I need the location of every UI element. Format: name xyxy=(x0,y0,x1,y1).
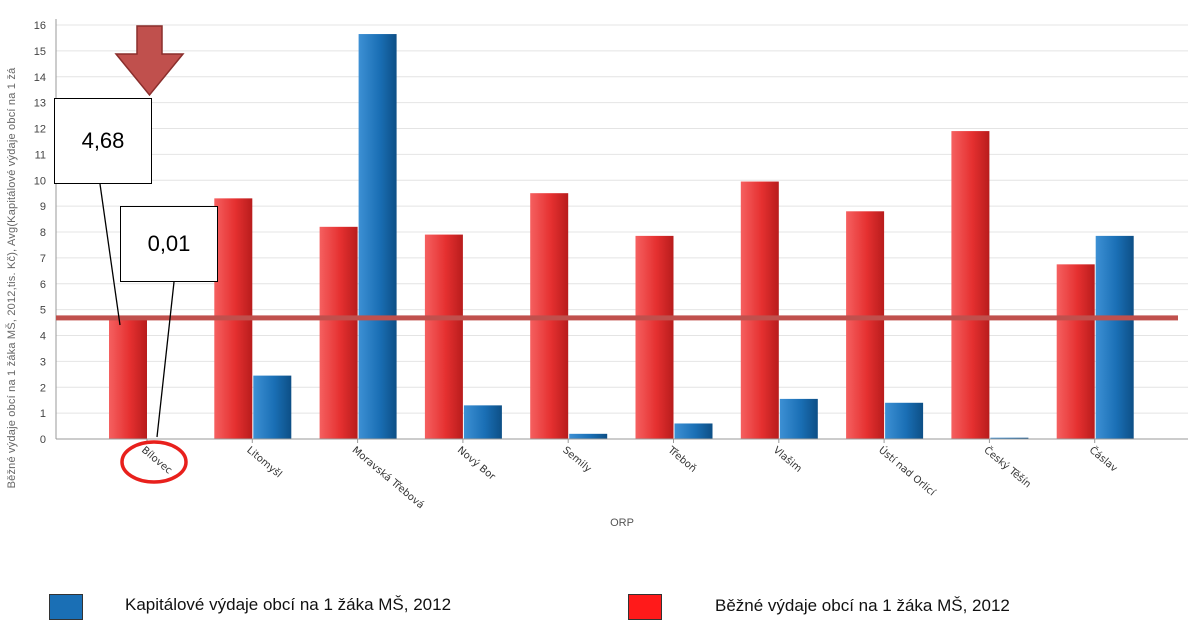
y-tick-label: 16 xyxy=(34,20,46,32)
x-tick-label: Ústí nad Orlicí xyxy=(876,443,939,499)
bar-running-expenses xyxy=(1056,264,1095,439)
y-tick-label: 13 xyxy=(34,98,46,110)
down-arrow-icon xyxy=(114,25,185,97)
bar-capital-expenses xyxy=(674,423,713,439)
x-tick-label: Vlašim xyxy=(771,444,804,475)
blue-callout-pointer xyxy=(156,281,175,438)
legend-swatch-blue xyxy=(49,594,83,620)
x-tick-label: Nový Bor xyxy=(455,444,498,483)
x-axis-title: ORP xyxy=(610,517,634,529)
y-tick-label: 14 xyxy=(34,72,46,84)
legend-item-red-label: Běžné výdaje obcí na 1 žáka MŠ, 2012 xyxy=(677,596,1010,616)
bar-running-expenses xyxy=(951,131,990,439)
y-tick-label: 10 xyxy=(34,175,46,187)
legend-item-red xyxy=(628,594,662,620)
y-tick-label: 2 xyxy=(40,382,46,394)
highlight-circle xyxy=(120,440,188,484)
red-callout-pointer xyxy=(99,183,121,326)
y-tick-label: 11 xyxy=(35,149,46,161)
y-tick-label: 3 xyxy=(40,356,46,368)
red-value-callout-text: 4,68 xyxy=(81,128,125,153)
legend-item-blue xyxy=(49,594,83,620)
blue-value-callout-text: 0,01 xyxy=(147,231,191,256)
legend-label-blue: Kapitálové výdaje obcí na 1 žáka MŠ, 201… xyxy=(125,595,452,614)
x-tick-label: Bílovec xyxy=(139,444,174,476)
bar-running-expenses xyxy=(846,211,885,439)
y-tick-label: 7 xyxy=(40,253,46,265)
y-tick-label: 15 xyxy=(34,46,46,58)
y-tick-label: 6 xyxy=(40,279,46,291)
bar-capital-expenses xyxy=(463,405,502,439)
legend-label-red: Běžné výdaje obcí na 1 žáka MŠ, 2012 xyxy=(715,596,1010,615)
y-tick-label: 9 xyxy=(40,201,46,213)
bar-running-expenses xyxy=(109,317,147,439)
x-tick-label: Čáslav xyxy=(1087,443,1121,474)
red-value-callout: 4,68 xyxy=(54,98,152,184)
bar-capital-expenses xyxy=(253,375,292,439)
y-tick-label: 5 xyxy=(40,305,46,317)
reference-line xyxy=(56,315,1178,321)
bar-running-expenses xyxy=(319,226,358,439)
blue-value-callout: 0,01 xyxy=(120,206,218,282)
bar-capital-expenses xyxy=(990,437,1029,439)
y-tick-label: 8 xyxy=(40,227,46,239)
legend-swatch-red xyxy=(628,594,662,620)
x-tick-label: Litomyšl xyxy=(244,444,284,480)
bar-running-expenses xyxy=(424,234,463,439)
bar-capital-expenses xyxy=(885,402,924,439)
x-tick-label: Český Těšín xyxy=(981,443,1034,490)
x-tick-label: Semily xyxy=(560,445,593,475)
legend-item-blue-label: Kapitálové výdaje obcí na 1 žáka MŠ, 201… xyxy=(87,595,451,615)
bar-running-expenses xyxy=(740,181,779,439)
y-tick-label: 0 xyxy=(40,434,46,446)
bar-capital-expenses xyxy=(358,34,397,440)
bar-capital-expenses xyxy=(779,398,818,439)
bar-running-expenses xyxy=(635,235,674,439)
bar-capital-expenses xyxy=(569,433,608,439)
y-tick-label: 4 xyxy=(40,331,46,343)
bar-capital-expenses xyxy=(1095,235,1134,439)
y-tick-label: 1 xyxy=(40,408,46,420)
x-tick-label: Moravská Třebová xyxy=(350,444,427,511)
y-tick-label: 12 xyxy=(34,124,46,136)
x-tick-label: Třeboň xyxy=(665,443,699,474)
